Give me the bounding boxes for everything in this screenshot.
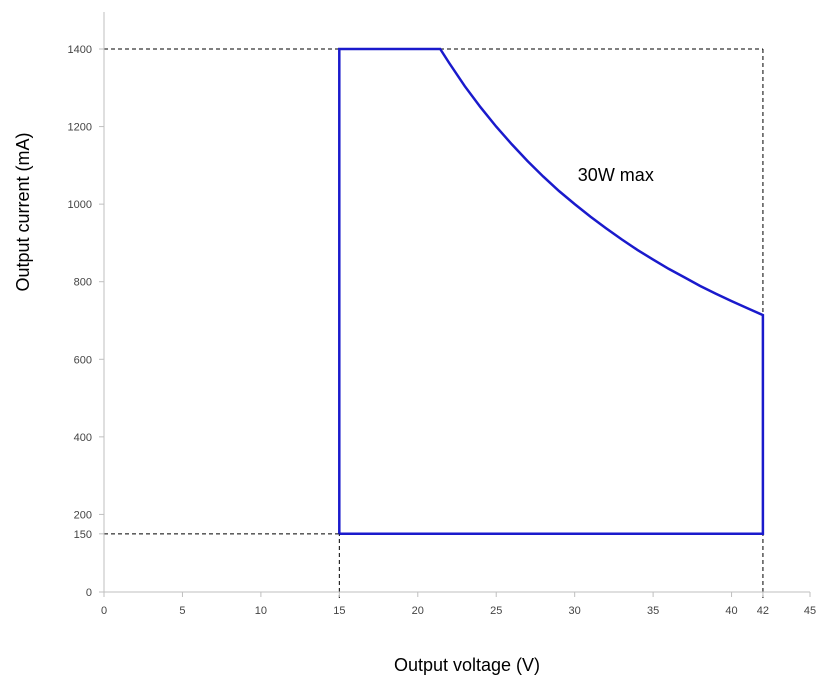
y-tick-label: 1200 [68,122,92,134]
y-tick-label: 150 [74,529,92,541]
x-tick-label: 45 [804,605,816,617]
x-tick-label: 40 [725,605,737,617]
x-tick-label: 20 [412,605,424,617]
x-tick-label: 30 [569,605,581,617]
axes [99,12,811,597]
y-axis-title: Output current (mA) [13,132,33,291]
tick-labels: 0 5 10 15 20 25 30 35 40 42 45 0 150 200 400 600 800 1000… [68,44,817,617]
y-tick-label: 600 [74,354,92,366]
x-axis-title: Output voltage (V) [394,655,540,675]
y-tick-label: 0 [86,587,92,599]
x-tick-label: 0 [101,605,107,617]
y-tick-label: 1000 [68,199,92,211]
x-tick-label: 5 [179,605,185,617]
annotation-30w-max: 30W max [578,165,654,185]
y-tick-label: 200 [74,509,92,521]
reference-lines [104,48,764,598]
y-tick-label: 1400 [68,44,92,56]
x-tick-label: 10 [255,605,267,617]
x-tick-label: 42 [757,605,769,617]
x-tick-label: 35 [647,605,659,617]
x-tick-label: 15 [333,605,345,617]
y-tick-label: 400 [74,432,92,444]
series-group [338,47,765,536]
y-tick-label: 800 [74,277,92,289]
x-tick-label: 25 [490,605,502,617]
operating-envelope-line [338,47,765,536]
